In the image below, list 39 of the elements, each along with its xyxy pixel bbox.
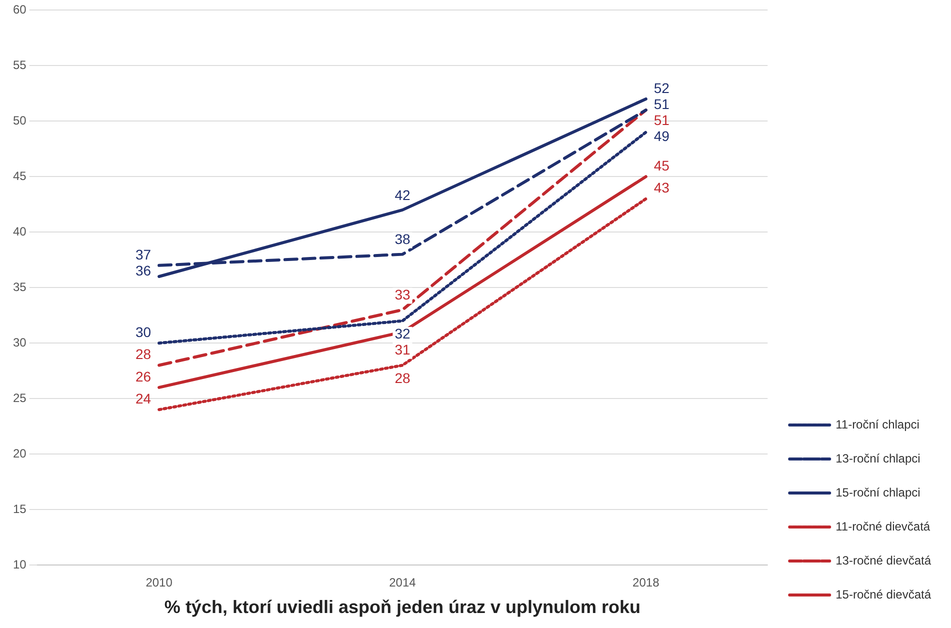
data-label: 28	[394, 370, 410, 386]
x-tick-label: 2014	[389, 576, 416, 590]
legend-label: 13-ročné dievčatá	[836, 553, 932, 568]
data-label: 33	[394, 286, 410, 303]
data-label: 43	[654, 180, 670, 196]
y-tick-label: 20	[12, 446, 27, 460]
legend-label: 11-ročné dievčatá	[836, 519, 930, 534]
legend-label: 15-ročné dievčatá	[836, 587, 932, 602]
data-label: 45	[654, 158, 670, 174]
data-label: 52	[654, 80, 670, 96]
legend-label: 15-roční chlapci	[836, 485, 920, 500]
y-tick-label: 35	[12, 280, 27, 294]
x-tick-label: 2018	[632, 576, 660, 590]
y-tick-label: 40	[12, 224, 27, 238]
y-tick-label: 15	[12, 502, 27, 516]
data-label: 24	[135, 390, 152, 407]
data-label: 32	[394, 326, 410, 342]
data-label: 42	[394, 186, 410, 203]
x-tick-label: 2010	[146, 576, 173, 590]
x-axis-title: % tých, ktorí uviedli aspoň jeden úraz v uplynulom roku	[164, 597, 641, 618]
data-label: 30	[135, 324, 152, 340]
y-tick-label: 45	[12, 168, 27, 183]
data-label: 38	[394, 231, 410, 248]
data-label: 51	[654, 112, 670, 128]
data-label: 31	[394, 342, 410, 358]
y-tick-label: 60	[12, 2, 27, 17]
data-label: 37	[135, 246, 152, 262]
data-label: 26	[135, 368, 152, 384]
data-label: 28	[135, 346, 152, 362]
data-label: 36	[135, 262, 152, 278]
data-label: 49	[654, 128, 670, 144]
y-tick-label: 55	[12, 58, 27, 72]
legend-label: 11-roční chlapci	[836, 417, 920, 432]
y-tick-label: 30	[12, 335, 27, 350]
data-label: 51	[654, 96, 670, 112]
y-tick-label: 25	[12, 390, 27, 405]
y-tick-label: 50	[12, 113, 27, 128]
y-tick-label: 10	[12, 557, 27, 572]
legend-label: 13-roční chlapci	[836, 451, 920, 466]
